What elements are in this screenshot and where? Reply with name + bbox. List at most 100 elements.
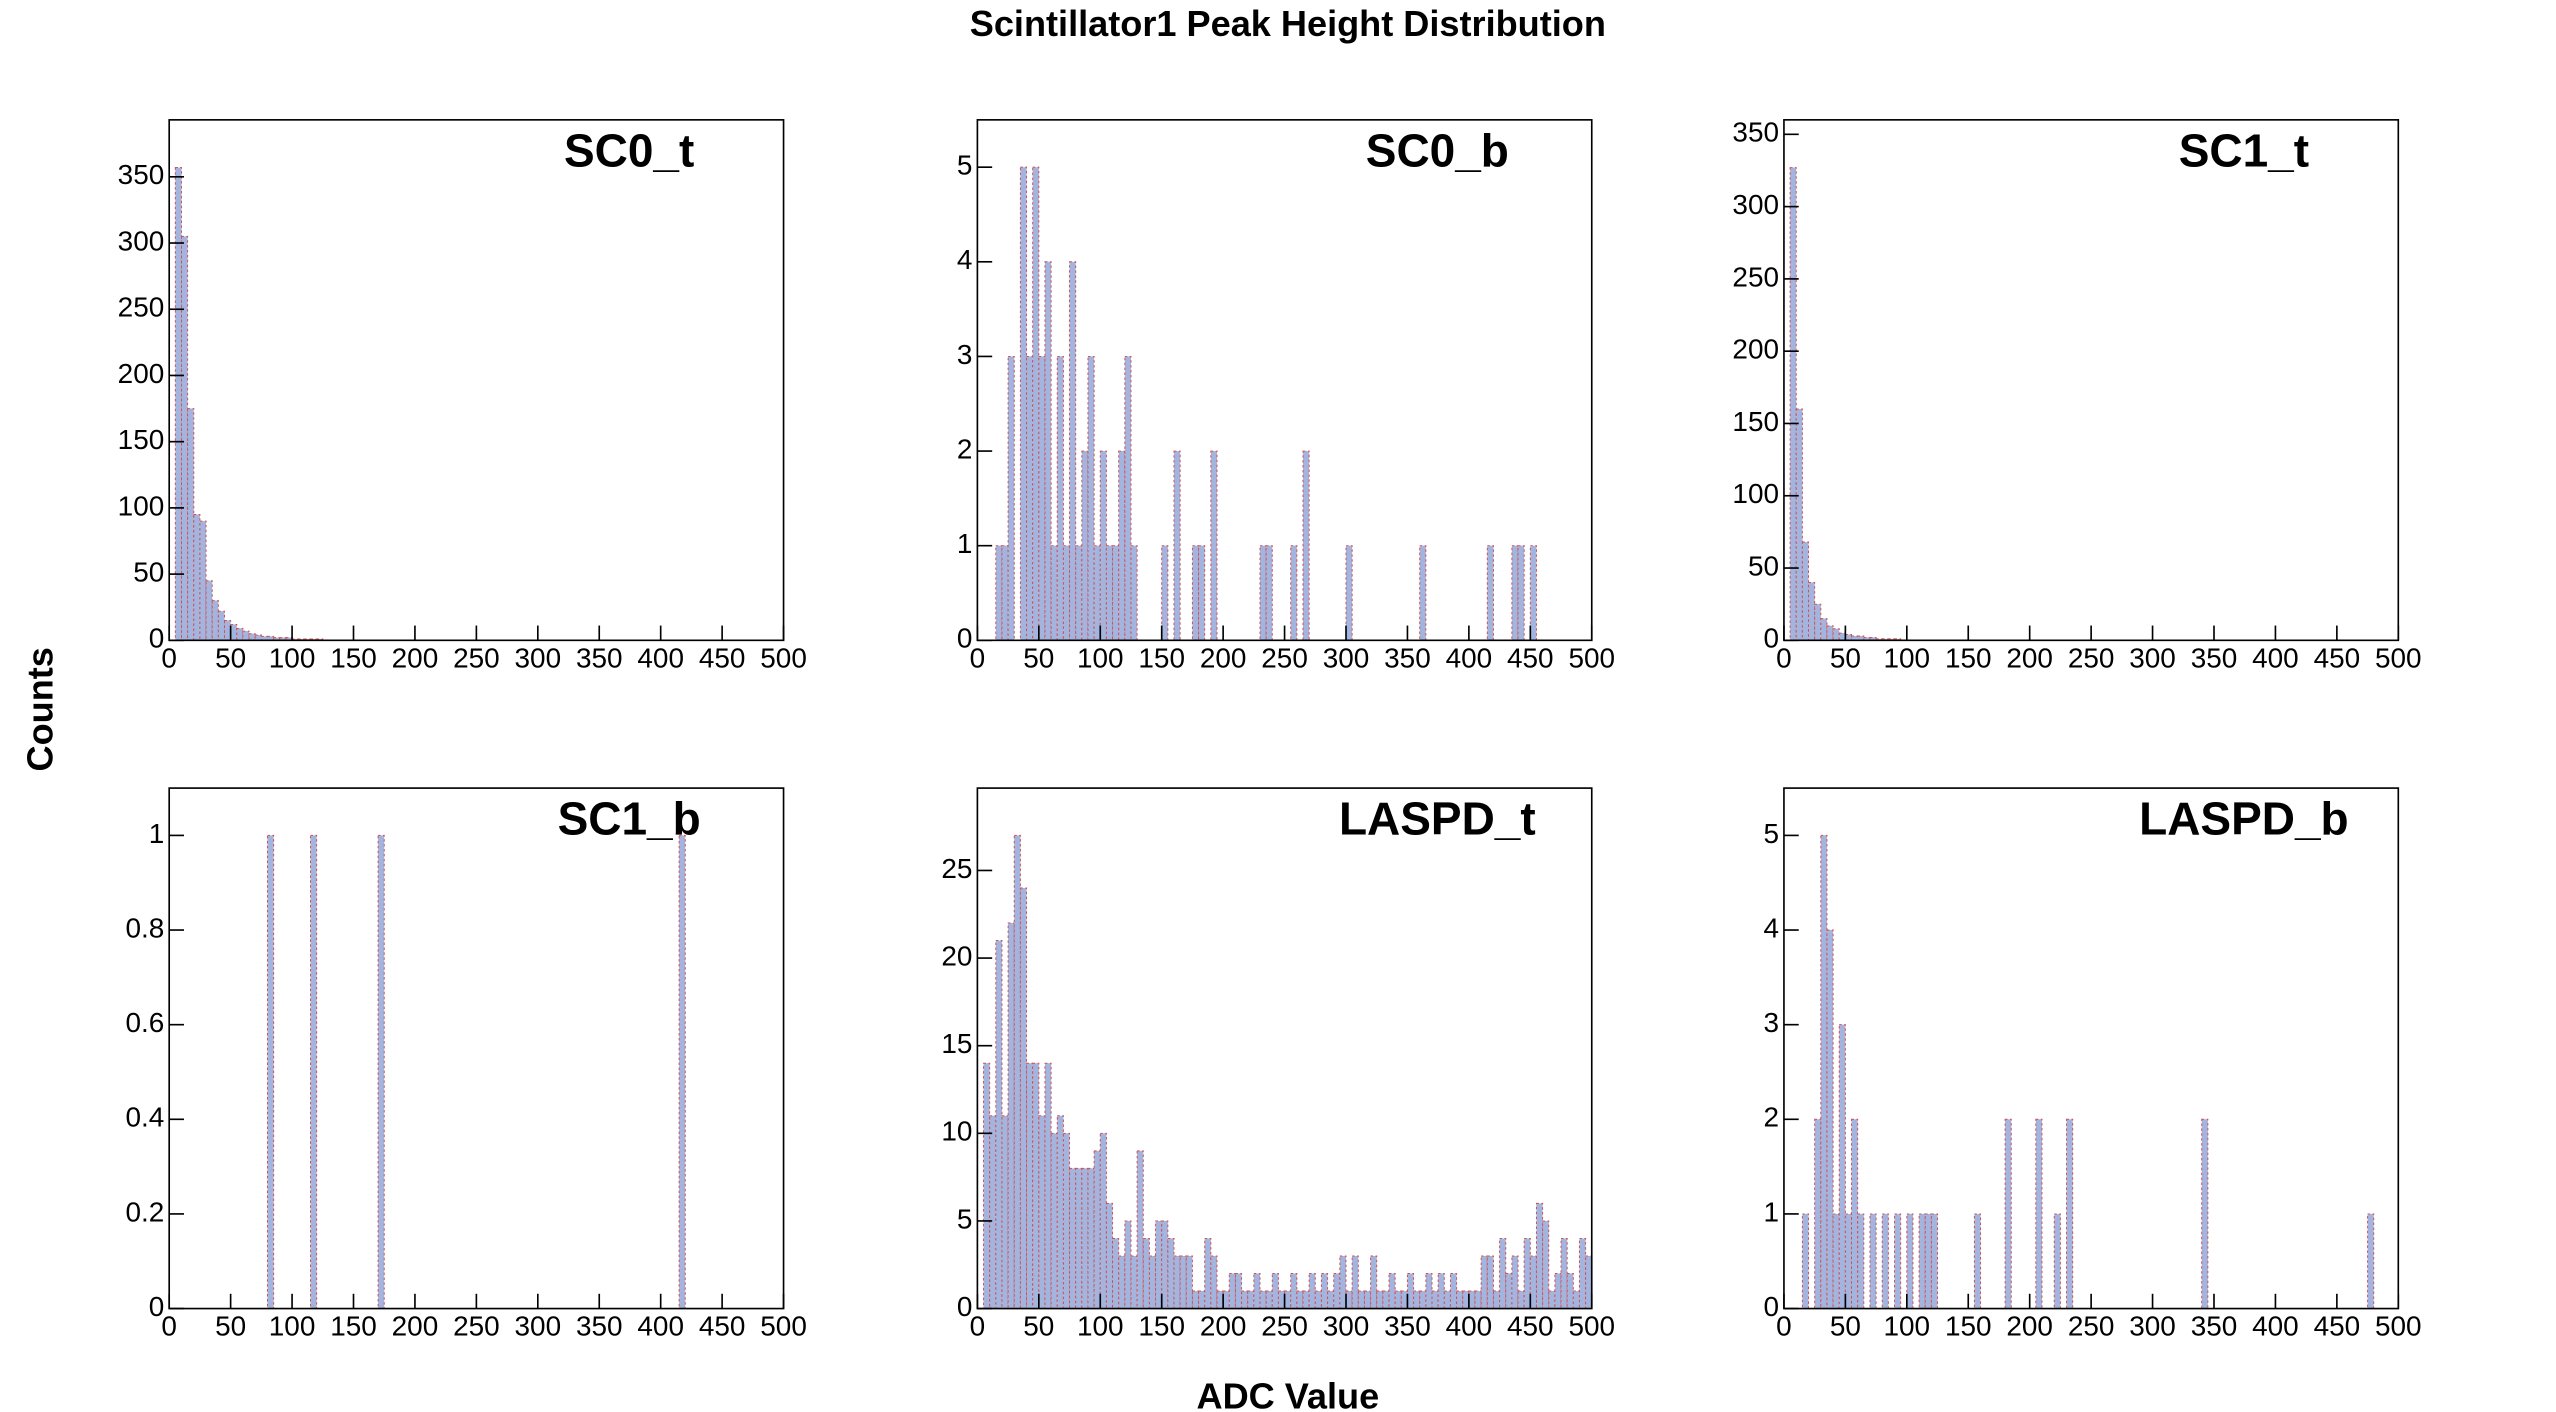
histogram-bar	[1314, 1290, 1322, 1309]
histogram-bar	[1869, 636, 1877, 641]
histogram-bar	[1241, 1290, 1249, 1309]
histogram-bar	[1019, 166, 1028, 641]
histogram-bar	[1585, 1255, 1592, 1309]
x-tick-label: 400	[637, 642, 684, 673]
y-tick-label: 200	[118, 358, 165, 389]
histogram-bar	[267, 635, 275, 641]
histogram-bar	[1093, 1150, 1101, 1309]
x-tick-label: 200	[392, 1311, 439, 1342]
histogram-bar	[2035, 1118, 2043, 1309]
histogram-bar	[1161, 1220, 1169, 1309]
histogram-bar	[1161, 545, 1169, 641]
x-tick-label: 500	[2375, 1311, 2422, 1342]
histogram-bar	[1167, 1237, 1175, 1309]
histogram-bar	[1918, 1213, 1926, 1309]
x-tick-label: 450	[699, 1311, 746, 1342]
x-tick-label: 350	[1384, 642, 1431, 673]
histogram-bar	[1290, 1273, 1298, 1309]
x-tick-label: 300	[1323, 1311, 1370, 1342]
histogram-bar	[1382, 1290, 1390, 1309]
histogram-bar	[1801, 1213, 1810, 1309]
panel-title: LASPD_t	[1339, 793, 1536, 845]
histogram-bar	[1001, 545, 1009, 641]
x-tick-label: 300	[2129, 642, 2176, 673]
histogram-bar	[1075, 545, 1083, 641]
histogram-bar	[1578, 1237, 1587, 1309]
histogram-bar	[1838, 1024, 1846, 1309]
x-tick-label: 350	[2191, 642, 2238, 673]
histogram-bar	[217, 610, 225, 641]
x-tick-label: 200	[392, 642, 439, 673]
y-tick-label: 5	[957, 150, 973, 181]
x-tick-label: 400	[2252, 642, 2299, 673]
histogram-bar	[1148, 1255, 1157, 1309]
histogram-bar	[983, 1062, 991, 1309]
bars	[1789, 167, 1902, 641]
histogram-bar	[1462, 1290, 1470, 1309]
histogram-bar	[1007, 355, 1015, 641]
histogram-bar	[1339, 1255, 1347, 1309]
histogram-bar	[1026, 355, 1034, 641]
y-tick-label: 1	[1763, 1196, 1779, 1227]
y-tick-label: 50	[1748, 550, 1779, 581]
histogram-bar	[1296, 1290, 1304, 1309]
histogram-bar	[1118, 450, 1126, 641]
y-tick-label: 3	[1763, 1007, 1779, 1038]
histogram-bar	[187, 408, 195, 641]
histogram-bar	[236, 627, 244, 641]
histogram-bar	[1259, 1290, 1267, 1309]
x-tick-label: 0	[161, 1311, 177, 1342]
histogram-bar	[1210, 1255, 1218, 1309]
histogram-bar	[1529, 1255, 1537, 1309]
histogram-bar	[1069, 261, 1077, 641]
histogram-bar	[1032, 1062, 1040, 1309]
histogram-bar	[1333, 1273, 1341, 1309]
histogram-bar	[1124, 355, 1132, 641]
histogram-bar	[1511, 545, 1519, 641]
histogram-bar	[1554, 1273, 1562, 1309]
y-tick-label: 5	[957, 1203, 973, 1234]
histogram-bar	[1795, 408, 1803, 641]
histogram-bar	[1449, 1273, 1458, 1309]
histogram-bar	[1400, 1290, 1408, 1309]
histogram-bar	[1394, 1290, 1402, 1309]
panel-title: SC1_t	[2179, 124, 2309, 176]
histogram-bar	[260, 635, 268, 641]
histogram-bar	[1185, 1255, 1193, 1309]
histogram-bar	[1894, 1213, 1902, 1309]
x-tick-label: 150	[330, 642, 377, 673]
histogram-bar	[205, 580, 213, 641]
histogram-bar	[1814, 603, 1822, 641]
histogram-bar	[1413, 1290, 1421, 1309]
histogram-bar	[1081, 450, 1089, 641]
x-tick-label: 150	[330, 1311, 377, 1342]
histogram-bar	[1105, 1202, 1114, 1309]
y-tick-label: 150	[118, 424, 165, 455]
histogram-bar	[1050, 545, 1058, 641]
y-tick-label: 0.6	[125, 1007, 164, 1038]
histogram-bar	[1198, 545, 1206, 641]
histogram-bar	[1124, 1220, 1132, 1309]
histogram-bar	[1155, 1220, 1163, 1309]
histogram-bar	[1789, 167, 1797, 641]
histogram-bar	[1290, 545, 1298, 641]
histogram-bar	[242, 630, 250, 641]
bars	[1801, 834, 2375, 1309]
histogram-bar	[1019, 887, 1028, 1309]
y-tick-label: 0	[1763, 1291, 1779, 1322]
histogram-bar	[1844, 634, 1853, 641]
histogram-bar	[1419, 1290, 1427, 1309]
histogram-bar	[1906, 1213, 1914, 1309]
x-tick-label: 350	[576, 1311, 623, 1342]
histogram-bar	[1216, 1290, 1224, 1309]
y-tick-label: 100	[1732, 478, 1779, 509]
y-tick-label: 300	[118, 225, 165, 256]
histogram-bar	[1820, 834, 1828, 1309]
x-tick-label: 450	[1507, 1311, 1554, 1342]
histogram-bar	[2004, 1118, 2012, 1309]
histogram-bar	[1844, 1213, 1853, 1309]
x-axis-label: ADC Value	[1197, 1375, 1380, 1412]
histogram-bar	[1345, 545, 1353, 641]
histogram-bar	[1327, 1290, 1335, 1309]
histogram-bar	[1001, 1115, 1009, 1309]
